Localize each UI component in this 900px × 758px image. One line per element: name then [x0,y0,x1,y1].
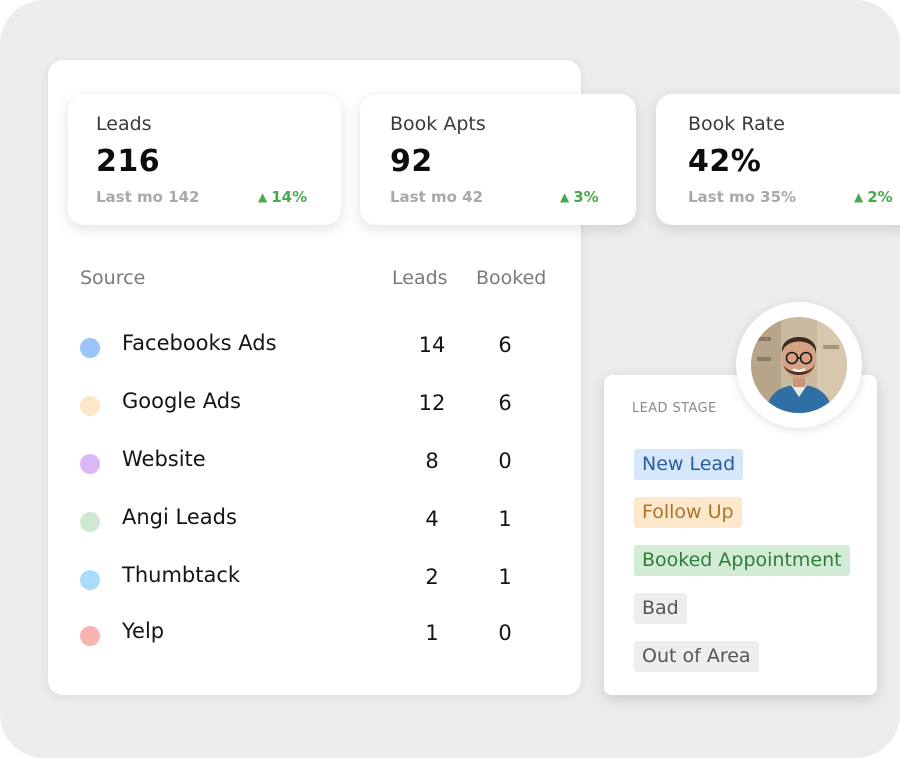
stat-card-book-rate: Book Rate 42% Last mo 35% ▲ 2% [656,94,900,225]
stat-change: ▲ 14% [258,188,307,206]
stat-value: 92 [390,144,433,179]
table-row: Facebooks Ads 14 6 [0,331,900,361]
stage-tag-new-lead[interactable]: New Lead [634,449,744,480]
booked-count: 1 [498,565,512,589]
table-row: Yelp 1 0 [0,619,900,649]
source-color-dot [80,570,100,590]
booked-count: 1 [498,507,512,531]
table-row: Thumbtack 2 1 [0,563,900,593]
stat-value: 42% [688,144,762,179]
stat-change-value: 2% [867,188,893,206]
stat-label: Book Rate [688,113,785,135]
stage-tag-booked-appointment[interactable]: Booked Appointment [634,545,850,576]
leads-count: 2 [425,565,439,589]
source-name: Yelp [122,619,165,643]
user-avatar-photo [751,317,847,413]
stage-tag-follow-up[interactable]: Follow Up [634,497,742,528]
triangle-up-icon: ▲ [560,190,570,204]
stat-change: ▲ 3% [560,188,599,206]
table-row: Google Ads 12 6 [0,389,900,419]
stat-label: Book Apts [390,113,486,135]
column-header-leads: Leads [392,267,448,289]
stat-last-month: Last mo 35% [688,188,797,206]
source-name: Thumbtack [122,563,241,587]
stat-last-month: Last mo 142 [96,188,200,206]
source-color-dot [80,454,100,474]
table-row: Website 8 0 [0,447,900,477]
stat-last-month: Last mo 42 [390,188,484,206]
booked-count: 6 [498,333,512,357]
stat-label: Leads [96,113,152,135]
lead-stage-title: LEAD STAGE [632,401,717,416]
leads-count: 12 [418,391,446,415]
leads-count: 4 [425,507,439,531]
source-color-dot [80,626,100,646]
booked-count: 6 [498,391,512,415]
booked-count: 0 [498,449,512,473]
source-name: Facebooks Ads [122,331,277,355]
stage-tag-out-of-area[interactable]: Out of Area [634,641,759,672]
leads-count: 14 [418,333,446,357]
leads-count: 1 [425,621,439,645]
source-color-dot [80,396,100,416]
stat-change: ▲ 2% [854,188,893,206]
source-color-dot [80,338,100,358]
avatar [736,302,862,428]
table-row: Angi Leads 4 1 [0,505,900,535]
leads-count: 8 [425,449,439,473]
column-header-booked: Booked [476,267,547,289]
stat-value: 216 [96,144,161,179]
source-name: Website [122,447,206,471]
booked-count: 0 [498,621,512,645]
source-name: Google Ads [122,389,241,413]
source-color-dot [80,512,100,532]
triangle-up-icon: ▲ [258,190,268,204]
stat-card-leads: Leads 216 Last mo 142 ▲ 14% [68,94,341,225]
stat-change-value: 3% [573,188,599,206]
stat-change-value: 14% [271,188,308,206]
column-header-source: Source [80,267,146,289]
stat-card-book-apts: Book Apts 92 Last mo 42 ▲ 3% [360,94,636,225]
lead-stage-card: LEAD STAGE New Lead Follow Up Booked App… [604,375,877,695]
stage-tag-bad[interactable]: Bad [634,593,687,624]
source-name: Angi Leads [122,505,237,529]
triangle-up-icon: ▲ [854,190,864,204]
